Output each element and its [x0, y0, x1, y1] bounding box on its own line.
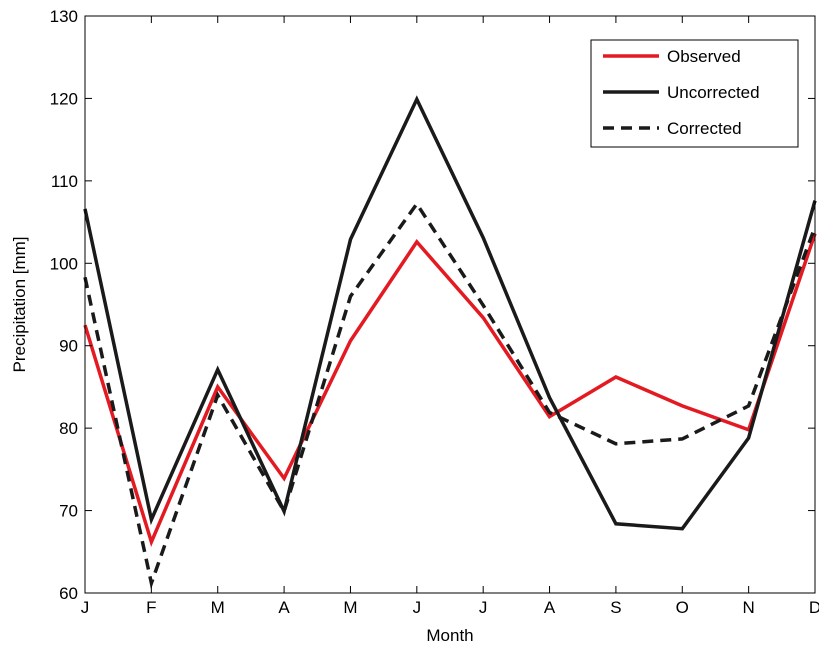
x-tick-label: M: [211, 598, 225, 617]
legend-label-corrected: Corrected: [667, 119, 742, 138]
x-tick-label: A: [278, 598, 290, 617]
x-tick-label: O: [676, 598, 689, 617]
y-tick-label: 80: [59, 419, 78, 438]
axes-box: [84, 15, 816, 594]
x-tick-label: J: [81, 598, 90, 617]
y-tick-label: 110: [51, 172, 78, 191]
x-tick-label: A: [544, 598, 556, 617]
series-line-corrected: [83, 200, 817, 590]
series-layer: [83, 95, 817, 590]
legend-label-observed: Observed: [667, 47, 741, 66]
y-tick-label: 90: [59, 337, 78, 356]
y-tick-label: 70: [59, 502, 78, 521]
x-tick-label: D: [809, 598, 819, 617]
axes-layer: [84, 15, 816, 594]
legend-label-uncorrected: Uncorrected: [667, 83, 760, 102]
x-tick-label: N: [742, 598, 754, 617]
y-tick-label: 100: [50, 254, 78, 273]
x-tick-label: M: [343, 598, 357, 617]
series-line-observed: [83, 233, 817, 547]
x-axis-label: Month: [426, 626, 473, 645]
x-tick-label: F: [146, 598, 156, 617]
x-tick-label: J: [413, 598, 422, 617]
series-line-uncorrected: [83, 95, 817, 531]
y-tick-label: 120: [50, 89, 78, 108]
ticks-layer: 60 70 80 90 100 110 120 130 J F M A M J J A S O N D: [50, 7, 819, 617]
y-tick-label: 130: [50, 7, 78, 26]
y-axis-label: Precipitation [mm]: [10, 236, 29, 372]
x-tick-label: J: [479, 598, 488, 617]
x-tick-label: S: [610, 598, 621, 617]
y-tick-label: 60: [59, 584, 78, 603]
legend: Observed Uncorrected Corrected: [590, 39, 799, 148]
